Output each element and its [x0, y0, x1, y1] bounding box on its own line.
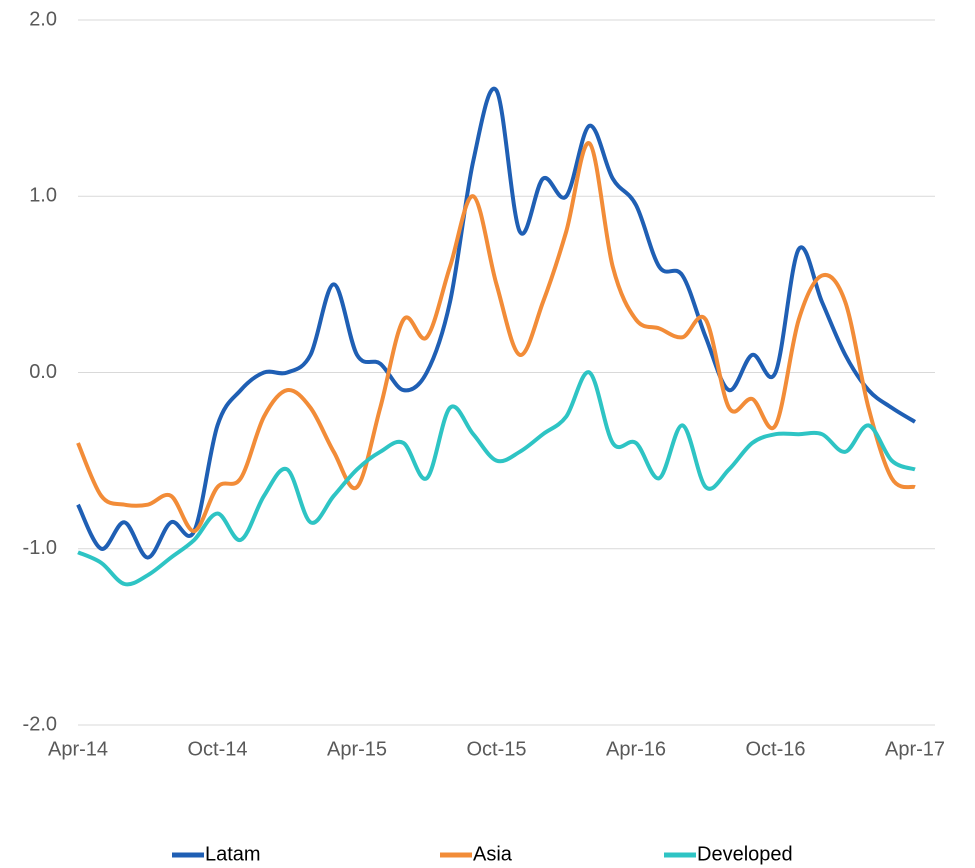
- series-line: [76, 86, 917, 560]
- y-tick-label: -1.0: [23, 537, 57, 559]
- y-tick-label: 1.0: [29, 185, 57, 207]
- x-tick-label: Oct-14: [187, 738, 247, 760]
- y-tick-label: -2.0: [23, 713, 57, 735]
- y-tick-label: 0.0: [29, 361, 57, 383]
- x-tick-label: Apr-15: [327, 738, 387, 760]
- series-line: [76, 141, 916, 534]
- legend-label: Developed: [697, 843, 793, 865]
- x-tick-label: Oct-16: [745, 738, 805, 760]
- legend-label: Asia: [473, 843, 513, 865]
- x-tick-label: Oct-15: [466, 738, 526, 760]
- x-tick-label: Apr-14: [48, 738, 108, 760]
- legend-label: Latam: [205, 843, 261, 865]
- y-tick-label: 2.0: [29, 8, 57, 30]
- x-tick-label: Apr-16: [606, 738, 666, 760]
- x-tick-label: Apr-17: [885, 738, 945, 760]
- series-line: [77, 370, 916, 587]
